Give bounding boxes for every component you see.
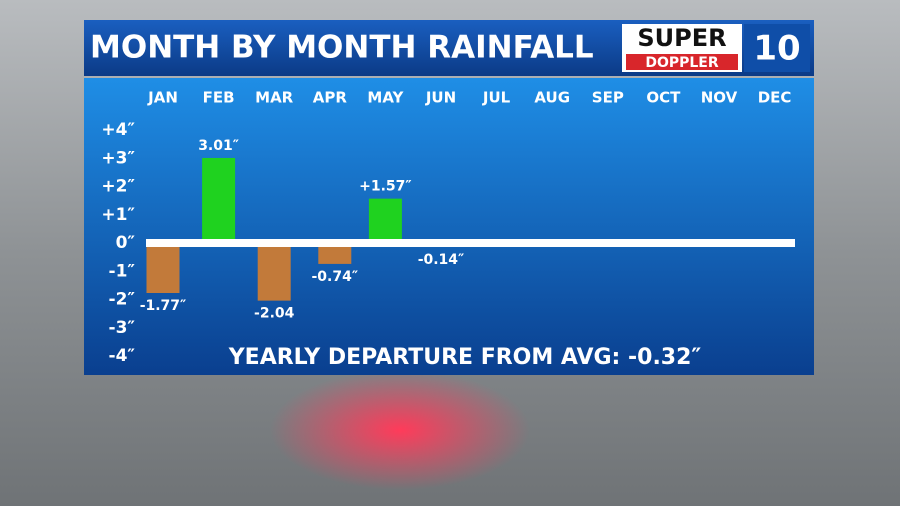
x-tick-label: JAN xyxy=(147,89,178,107)
y-tick-label: +4″ xyxy=(101,120,135,140)
y-tick-label: -4″ xyxy=(109,346,136,366)
x-tick-label: DEC xyxy=(758,89,792,107)
y-tick-label: -2″ xyxy=(109,290,136,310)
bar xyxy=(257,243,291,301)
value-label: -2.04 xyxy=(254,306,295,322)
zero-line xyxy=(146,239,795,247)
y-tick-label: +2″ xyxy=(101,177,135,197)
x-tick-label: FEB xyxy=(203,89,235,107)
value-label: -0.74″ xyxy=(311,269,358,285)
logo-band xyxy=(626,54,738,70)
bar xyxy=(202,157,236,243)
background-light xyxy=(270,370,530,490)
bar xyxy=(146,243,180,294)
y-tick-label: 0″ xyxy=(116,233,136,253)
logo-number-box xyxy=(744,24,810,72)
x-tick-label: MAY xyxy=(367,89,404,107)
y-tick-label: +3″ xyxy=(101,148,135,168)
value-label: -0.14″ xyxy=(418,252,465,268)
x-tick-label: JUL xyxy=(482,89,511,107)
logo-bottom: DOPPLER xyxy=(645,55,719,71)
logo-number: 10 xyxy=(753,29,800,69)
x-tick-label: APR xyxy=(313,89,348,107)
y-tick-label: +1″ xyxy=(101,205,135,225)
x-tick-label: JUN xyxy=(425,89,456,107)
x-tick-label: AUG xyxy=(534,89,570,107)
y-tick-label: -1″ xyxy=(109,261,136,281)
x-tick-label: SEP xyxy=(592,89,624,107)
chart-title: MONTH BY MONTH RAINFALL xyxy=(90,30,594,66)
x-tick-label: NOV xyxy=(701,89,738,107)
y-tick-label: -3″ xyxy=(109,318,136,338)
value-label: 3.01″ xyxy=(198,138,239,154)
logo-top: SUPER xyxy=(637,24,726,52)
bar xyxy=(368,198,402,243)
annotation: YEARLY DEPARTURE FROM AVG: -0.32″ xyxy=(228,345,702,370)
value-label: +1.57″ xyxy=(359,179,412,195)
value-label: -1.77″ xyxy=(140,298,187,314)
chart-panel xyxy=(84,78,814,375)
x-tick-label: MAR xyxy=(255,89,294,107)
x-tick-label: OCT xyxy=(646,89,681,107)
bar xyxy=(318,243,352,264)
